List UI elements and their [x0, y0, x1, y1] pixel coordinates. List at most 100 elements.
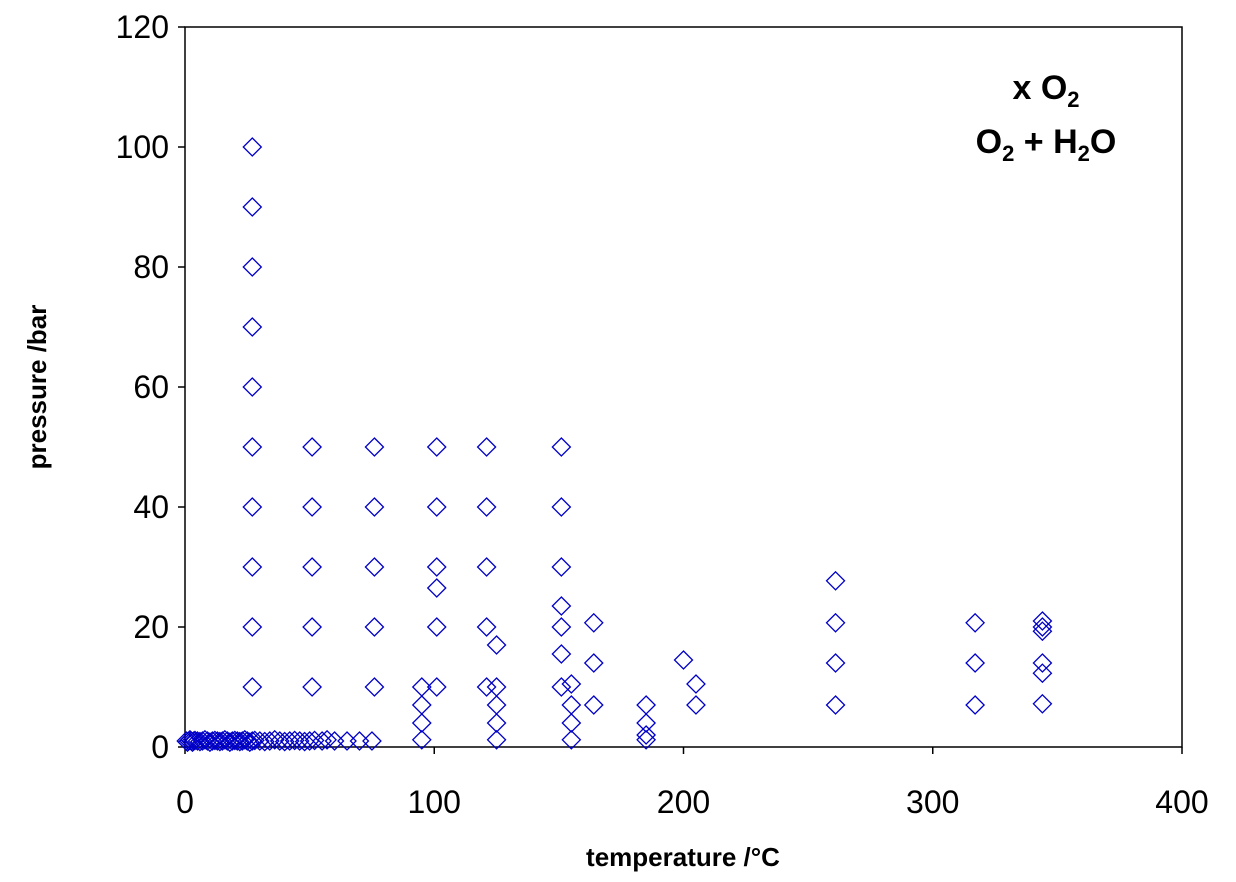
data-point: [242, 731, 263, 751]
data-point: [825, 695, 846, 715]
data-point: [207, 731, 228, 751]
data-point: [476, 497, 497, 517]
x-tick-label: 0: [176, 784, 194, 820]
annotation-line-2: O2 + H2O: [976, 123, 1117, 166]
data-point: [426, 617, 447, 637]
data-point: [242, 557, 263, 577]
data-point: [317, 729, 337, 750]
y-tick-label: 120: [116, 9, 169, 45]
data-point: [242, 497, 263, 517]
data-point: [254, 731, 275, 752]
data-point: [302, 497, 323, 517]
data-point: [561, 713, 582, 733]
data-point: [294, 731, 315, 752]
data-point: [561, 729, 582, 750]
data-point: [1032, 621, 1053, 642]
data-point: [1032, 693, 1053, 714]
x-axis-title: temperature /°C: [586, 842, 780, 872]
annotation-line-1: x O2: [1012, 69, 1079, 112]
data-point: [486, 713, 507, 733]
data-point: [227, 731, 248, 751]
data-point: [411, 695, 432, 715]
data-point: [411, 729, 432, 750]
data-point: [825, 653, 846, 673]
data-point: [259, 731, 280, 751]
data-point: [1032, 653, 1053, 673]
data-point: [364, 497, 385, 517]
data-point: [204, 730, 225, 751]
data-point: [426, 437, 447, 457]
data-point: [825, 612, 846, 633]
data-point: [825, 570, 846, 591]
data-point: [364, 617, 385, 637]
y-axis-title: pressure /bar: [22, 305, 52, 470]
data-point: [242, 677, 263, 697]
data-point: [551, 497, 572, 517]
data-point: [217, 731, 238, 751]
y-tick-label: 40: [133, 489, 169, 525]
data-point: [242, 317, 263, 337]
data-point: [551, 644, 572, 664]
data-point: [411, 677, 432, 697]
data-points: [176, 137, 1053, 753]
data-point: [476, 557, 497, 577]
data-point: [1032, 611, 1053, 631]
data-point: [302, 437, 323, 457]
data-point: [636, 713, 657, 733]
data-point: [234, 729, 255, 750]
y-tick-label: 100: [116, 129, 169, 165]
data-point: [965, 653, 986, 673]
data-point: [583, 612, 604, 633]
data-point: [185, 730, 205, 751]
data-point: [686, 695, 706, 715]
data-point: [197, 731, 218, 751]
data-point: [686, 674, 706, 694]
data-point: [476, 617, 497, 637]
data-point: [551, 677, 572, 697]
data-point: [362, 731, 382, 751]
data-point: [583, 653, 604, 673]
data-point: [551, 596, 572, 616]
data-point: [239, 732, 260, 753]
data-point: [224, 730, 245, 751]
data-point: [561, 695, 582, 715]
x-tick-label: 300: [906, 784, 959, 820]
data-point: [242, 197, 263, 217]
data-point: [551, 557, 572, 577]
data-point: [426, 557, 447, 577]
data-point: [486, 695, 507, 715]
data-point: [551, 437, 572, 457]
data-point: [364, 437, 385, 457]
y-tick-label: 80: [133, 249, 169, 285]
y-axis-ticks: 0 20 40 60 80 100 120: [116, 9, 185, 765]
y-tick-label: 0: [151, 729, 169, 765]
data-point: [302, 677, 323, 697]
data-point: [242, 617, 263, 637]
data-point: [486, 729, 507, 750]
x-tick-label: 400: [1155, 784, 1208, 820]
data-point: [636, 729, 657, 750]
data-point: [269, 731, 290, 751]
data-point: [965, 695, 986, 715]
data-point: [242, 437, 263, 457]
x-tick-label: 100: [408, 784, 461, 820]
data-point: [187, 731, 208, 751]
data-point: [551, 617, 572, 637]
data-point: [289, 731, 310, 751]
data-point: [249, 731, 270, 751]
data-point: [1032, 663, 1053, 684]
data-point: [302, 557, 323, 577]
data-point: [274, 731, 295, 752]
data-point: [965, 612, 986, 633]
y-tick-label: 20: [133, 609, 169, 645]
data-point: [426, 497, 447, 517]
data-point: [673, 650, 694, 670]
data-point: [242, 257, 263, 277]
data-point: [411, 713, 432, 733]
data-point: [195, 729, 215, 750]
data-point: [364, 677, 385, 697]
data-point: [426, 578, 447, 598]
data-point: [364, 557, 385, 577]
data-point: [486, 635, 507, 655]
